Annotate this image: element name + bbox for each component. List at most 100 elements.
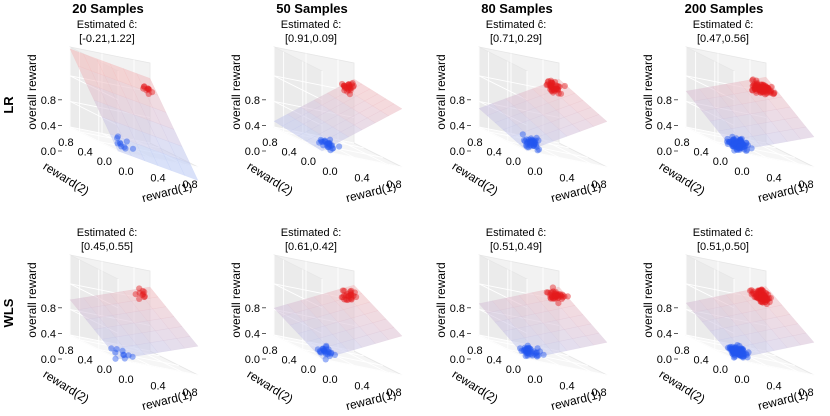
point-high	[546, 82, 553, 89]
point-low	[535, 146, 543, 153]
point-low	[730, 354, 738, 361]
plane-cell	[340, 284, 363, 298]
x-tick-label: 0.0	[734, 166, 749, 178]
x-axis-label: reward(1)	[140, 387, 193, 413]
fitted-plane	[685, 76, 815, 152]
point-high	[548, 87, 555, 94]
point-low	[739, 350, 746, 357]
point-high	[554, 292, 562, 299]
point-low	[316, 348, 323, 355]
point-low	[738, 140, 745, 148]
point-low	[736, 146, 743, 153]
point-low	[112, 355, 119, 362]
point-high	[753, 87, 760, 94]
y-tick-label: 0.8	[674, 345, 689, 357]
x-tick-label: 0.4	[354, 380, 369, 392]
point-low	[523, 345, 530, 352]
point-high	[347, 289, 354, 296]
point-high	[757, 298, 764, 305]
point-high	[343, 292, 350, 299]
point-low	[735, 346, 743, 354]
z-tick-label: 0.8	[41, 303, 56, 315]
point-high	[347, 288, 354, 295]
point-high	[758, 84, 766, 91]
point-low	[728, 345, 735, 352]
point-low	[733, 141, 740, 149]
point-high	[345, 84, 353, 91]
grid-line	[321, 358, 403, 376]
point-high	[755, 288, 762, 295]
point-low	[532, 349, 539, 356]
plane-cell	[136, 286, 159, 300]
point-low	[523, 349, 530, 357]
point-low	[733, 141, 740, 148]
point-low	[733, 347, 740, 354]
point-low	[724, 140, 731, 147]
z-axis-label: overall reward	[641, 262, 655, 337]
point-high	[760, 287, 767, 295]
point-high	[344, 85, 351, 92]
point-low	[320, 347, 327, 354]
point-low	[326, 136, 334, 143]
point-low	[734, 349, 741, 356]
x-tick-label: 0.0	[527, 374, 542, 386]
point-high	[760, 292, 767, 299]
point-high	[762, 86, 769, 93]
point-low	[523, 136, 530, 143]
point-high	[549, 284, 556, 291]
point-high	[141, 288, 148, 296]
point-high	[761, 83, 768, 90]
z-tick-label: 0.4	[450, 120, 465, 132]
point-low	[521, 344, 528, 351]
point-low	[738, 138, 745, 146]
y-tick-label: 0.0	[713, 364, 728, 376]
point-low	[108, 345, 115, 352]
point-low	[326, 139, 333, 147]
y-tick-label: 0.8	[467, 345, 482, 357]
point-low	[738, 345, 745, 352]
point-low	[740, 141, 747, 148]
y-tick-label: 0.8	[262, 345, 277, 357]
point-low	[522, 142, 530, 149]
point-high	[554, 83, 561, 90]
point-low	[525, 144, 532, 151]
point-low	[327, 147, 334, 154]
z-axis-label: overall reward	[434, 54, 448, 129]
point-high	[348, 81, 355, 88]
panel-wls-50: Estimated ĉ:[0.61,0.42]0.00.40.8overall …	[229, 227, 403, 413]
point-low	[524, 352, 531, 359]
point-high	[755, 287, 762, 294]
z-tick-label: 0.4	[657, 328, 672, 340]
point-high	[351, 289, 358, 296]
point-low	[322, 350, 329, 357]
y-tick-label: 0.4	[78, 354, 93, 366]
point-high	[764, 86, 771, 93]
point-low	[320, 142, 327, 149]
point-high	[139, 291, 146, 299]
point-high	[761, 294, 768, 301]
point-low	[534, 353, 541, 360]
point-low	[736, 137, 743, 144]
point-high	[753, 80, 760, 88]
point-low	[736, 342, 743, 350]
point-high	[757, 85, 765, 92]
point-low	[530, 142, 537, 150]
point-low	[730, 347, 737, 354]
point-high	[552, 288, 559, 295]
point-high	[753, 86, 761, 93]
point-high	[758, 291, 765, 298]
point-low	[734, 140, 741, 147]
point-low	[525, 344, 532, 351]
point-high	[550, 89, 557, 96]
panel-lr-20: Estimated ĉ:[-0.21,1.22]0.00.40.8overall…	[25, 19, 199, 205]
point-high	[547, 291, 554, 298]
point-low	[732, 349, 739, 356]
x-tick-label: 0.0	[118, 166, 133, 178]
point-low	[737, 140, 744, 147]
z-tick-label: 0.8	[245, 95, 260, 107]
point-high	[763, 84, 770, 91]
point-low	[729, 142, 736, 150]
point-low	[730, 350, 737, 357]
point-high	[756, 86, 763, 93]
point-high	[345, 81, 352, 88]
